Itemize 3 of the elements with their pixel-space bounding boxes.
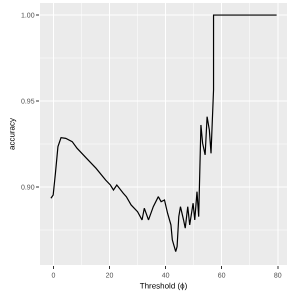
y-axis-title: accuracy [8,118,17,150]
x-axis-title: Threshold (ϕ) [140,282,188,290]
line-series [50,14,278,252]
